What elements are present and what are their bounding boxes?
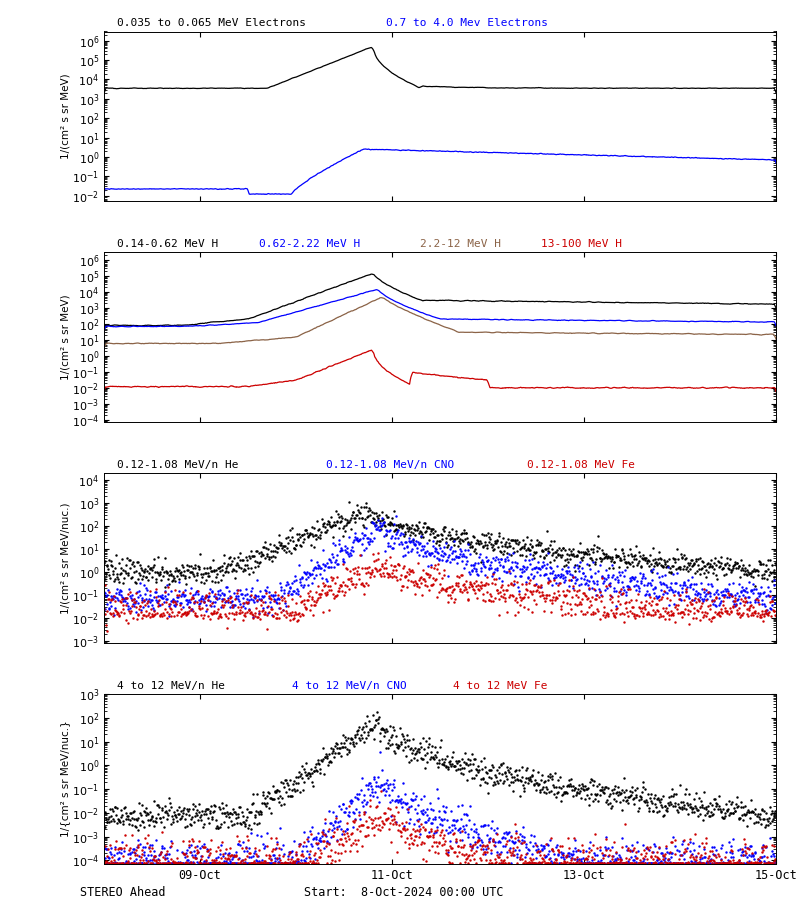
Text: 0.62-2.22 MeV H: 0.62-2.22 MeV H bbox=[258, 239, 360, 249]
Y-axis label: 1/(cm² s sr MeV/nuc.): 1/(cm² s sr MeV/nuc.) bbox=[61, 502, 70, 614]
Text: Start:  8-Oct-2024 00:00 UTC: Start: 8-Oct-2024 00:00 UTC bbox=[304, 886, 503, 898]
Text: 0.14-0.62 MeV H: 0.14-0.62 MeV H bbox=[118, 239, 218, 249]
Text: 13-100 MeV H: 13-100 MeV H bbox=[541, 239, 622, 249]
Text: 0.12-1.08 MeV/n CNO: 0.12-1.08 MeV/n CNO bbox=[326, 460, 454, 470]
Text: 4 to 12 MeV/n He: 4 to 12 MeV/n He bbox=[118, 680, 226, 690]
Y-axis label: 1/(cm² s sr MeV): 1/(cm² s sr MeV) bbox=[61, 294, 70, 380]
Y-axis label: 1/(cm² s sr MeV): 1/(cm² s sr MeV) bbox=[61, 74, 70, 159]
Text: 0.035 to 0.065 MeV Electrons: 0.035 to 0.065 MeV Electrons bbox=[118, 18, 306, 28]
Y-axis label: 1/{cm² s sr MeV/nuc.}: 1/{cm² s sr MeV/nuc.} bbox=[61, 721, 70, 837]
Text: 4 to 12 MeV Fe: 4 to 12 MeV Fe bbox=[454, 680, 548, 690]
Text: STEREO Ahead: STEREO Ahead bbox=[80, 886, 166, 898]
Text: 0.12-1.08 MeV Fe: 0.12-1.08 MeV Fe bbox=[527, 460, 635, 470]
Text: 4 to 12 MeV/n CNO: 4 to 12 MeV/n CNO bbox=[292, 680, 407, 690]
Text: 0.12-1.08 MeV/n He: 0.12-1.08 MeV/n He bbox=[118, 460, 239, 470]
Text: 0.7 to 4.0 Mev Electrons: 0.7 to 4.0 Mev Electrons bbox=[386, 18, 548, 28]
Text: 2.2-12 MeV H: 2.2-12 MeV H bbox=[420, 239, 501, 249]
